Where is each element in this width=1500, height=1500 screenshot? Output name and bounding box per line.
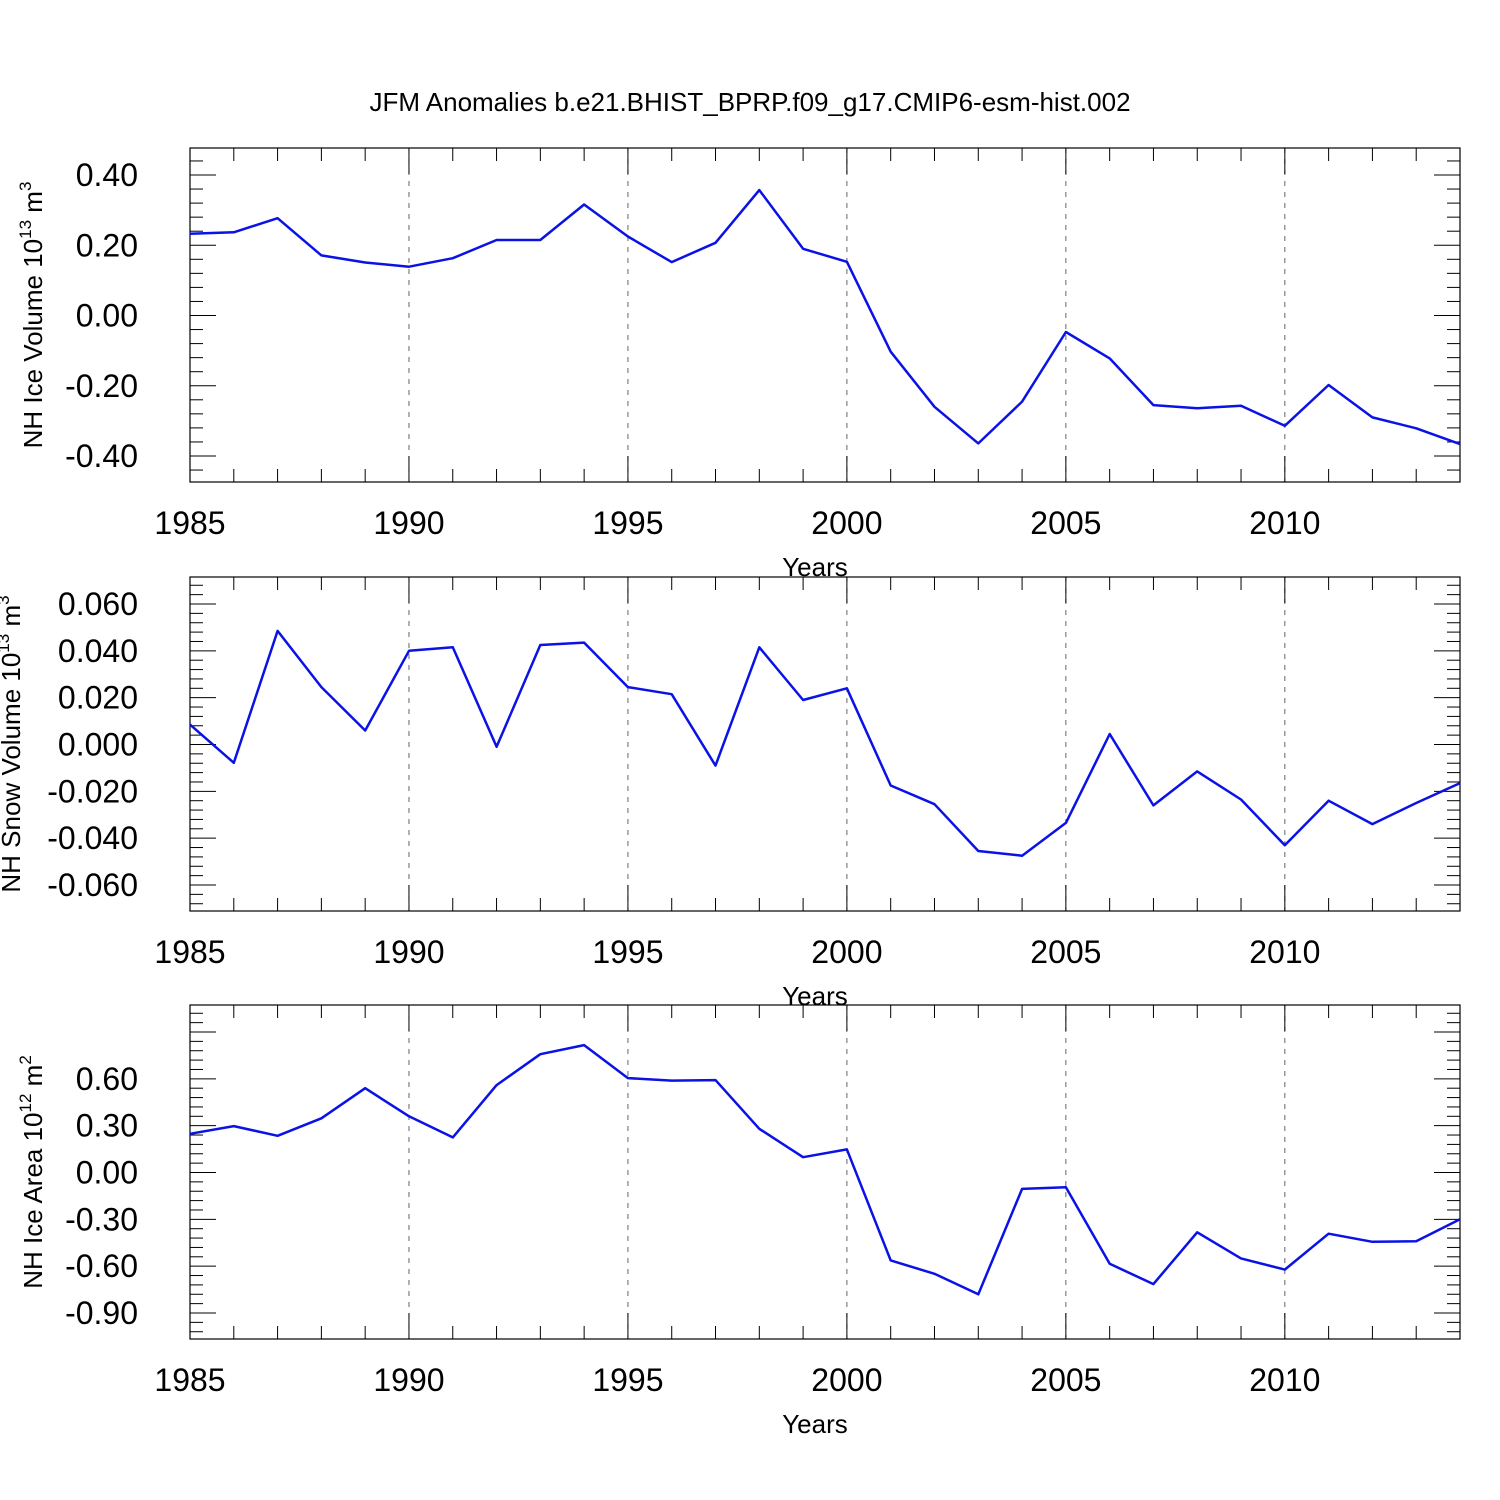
series-line: [189, 1043, 1461, 1296]
x-tick-label: 1985: [154, 505, 225, 541]
y-tick-label: 0.000: [58, 727, 138, 763]
x-tick-label: 2005: [1030, 505, 1101, 541]
y-tick-label: 0.060: [58, 586, 138, 622]
x-tick-label: 1990: [373, 1362, 444, 1398]
x-tick-label: 2000: [811, 505, 882, 541]
panel-2: 1985 1990 1995 2000 2005 2010 -0.060 -0.040 -0.0…: [0, 576, 1461, 1011]
y-tick-label: -0.60: [65, 1248, 138, 1284]
x-tick-label: 1990: [373, 934, 444, 970]
y-axis-label-unit: m: [0, 605, 26, 634]
y-axis-label-unit-exponent: 3: [16, 182, 35, 191]
x-tick-label: 2010: [1249, 1362, 1320, 1398]
y-axis-label-unit: m: [18, 1065, 48, 1094]
y-axis-label-main: NH Snow Volume 10: [0, 653, 26, 893]
y-axis-label-unit-exponent: 2: [16, 1055, 35, 1064]
y-tick-label: 0.60: [76, 1061, 138, 1097]
y-axis-label-exponent: 13: [16, 220, 35, 239]
y-axis-label: NH Snow Volume 1013 m3: [0, 595, 26, 892]
y-tick-label: -0.40: [65, 438, 138, 474]
panels: 1985 1990 1995 2000 2005 2010 -0.40 -0.20 0.00 0.…: [0, 147, 1461, 1439]
y-tick-label: 0.00: [76, 298, 138, 334]
y-axis-label: NH Ice Area 1012 m2: [16, 1055, 48, 1289]
x-tick-label: 1985: [154, 1362, 225, 1398]
series-line: [189, 188, 1461, 446]
y-axis-label-exponent: 12: [16, 1094, 35, 1113]
y-tick-label: 0.40: [76, 157, 138, 193]
x-tick-label: 2000: [811, 934, 882, 970]
x-tick-label: 1985: [154, 934, 225, 970]
series-line: [189, 629, 1461, 857]
x-tick-label: 2005: [1030, 1362, 1101, 1398]
x-axis-label: Years: [782, 1409, 848, 1439]
y-tick-label: -0.040: [47, 820, 138, 856]
x-axis-label: Years: [782, 981, 848, 1011]
x-tick-label: 2000: [811, 1362, 882, 1398]
x-tick-label: 1995: [592, 505, 663, 541]
x-tick-label: 1990: [373, 505, 444, 541]
y-tick-label: 0.30: [76, 1108, 138, 1144]
y-axis-label-main: NH Ice Area 10: [18, 1112, 48, 1288]
x-tick-label: 2010: [1249, 934, 1320, 970]
y-tick-label: -0.060: [47, 867, 138, 903]
y-axis-label-exponent: 13: [0, 634, 13, 653]
y-axis-label-main: NH Ice Volume 10: [18, 239, 48, 449]
y-tick-label: 0.040: [58, 633, 138, 669]
x-tick-label: 2010: [1249, 505, 1320, 541]
y-axis-label-unit: m: [18, 191, 48, 220]
y-axis-label-unit-exponent: 3: [0, 595, 13, 604]
y-axis-label: NH Ice Volume 1013 m3: [16, 182, 48, 449]
y-tick-label: -0.90: [65, 1295, 138, 1331]
plot-frame: [189, 1004, 1461, 1340]
y-tick-label: -0.020: [47, 773, 138, 809]
y-tick-label: 0.00: [76, 1155, 138, 1191]
panel-1: 1985 1990 1995 2000 2005 2010 -0.40 -0.20 0.00 0.…: [16, 147, 1461, 582]
panel-3: 1985 1990 1995 2000 2005 2010 -0.90 -0.60 -0.30 0…: [16, 1004, 1461, 1439]
y-tick-label: -0.30: [65, 1201, 138, 1237]
x-tick-label: 1995: [592, 934, 663, 970]
x-tick-label: 1995: [592, 1362, 663, 1398]
plot-frame: [189, 576, 1461, 912]
figure-title: JFM Anomalies b.e21.BHIST_BPRP.f09_g17.C…: [369, 87, 1130, 117]
y-tick-label: -0.20: [65, 368, 138, 404]
y-tick-label: 0.20: [76, 227, 138, 263]
y-tick-label: 0.020: [58, 680, 138, 716]
plot-frame: [189, 147, 1461, 483]
x-tick-label: 2005: [1030, 934, 1101, 970]
